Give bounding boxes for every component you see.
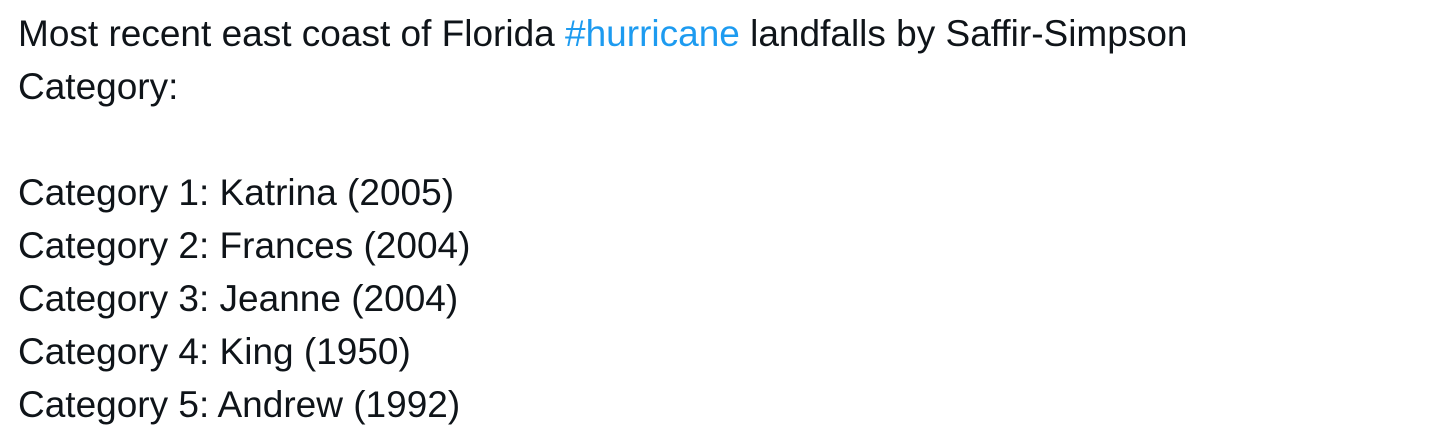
- category-line-1: Category 1: Katrina (2005): [18, 172, 455, 213]
- category-line-2: Category 2: Frances (2004): [18, 225, 471, 266]
- blank-line: [18, 113, 1430, 166]
- post-line-2: Category:: [18, 66, 179, 107]
- text-before-hashtag: Most recent east coast of Florida: [18, 13, 566, 54]
- text-after-hashtag: landfalls by Saffir-Simpson: [739, 13, 1188, 54]
- post-text: Most recent east coast of Florida #hurri…: [18, 7, 1430, 431]
- post-line-1: Most recent east coast of Florida #hurri…: [18, 7, 1430, 60]
- hashtag-link-hurricane[interactable]: #hurricane: [565, 13, 740, 54]
- category-line-5: Category 5: Andrew (1992): [18, 384, 461, 425]
- category-line-3: Category 3: Jeanne (2004): [18, 278, 459, 319]
- category-line-4: Category 4: King (1950): [18, 331, 411, 372]
